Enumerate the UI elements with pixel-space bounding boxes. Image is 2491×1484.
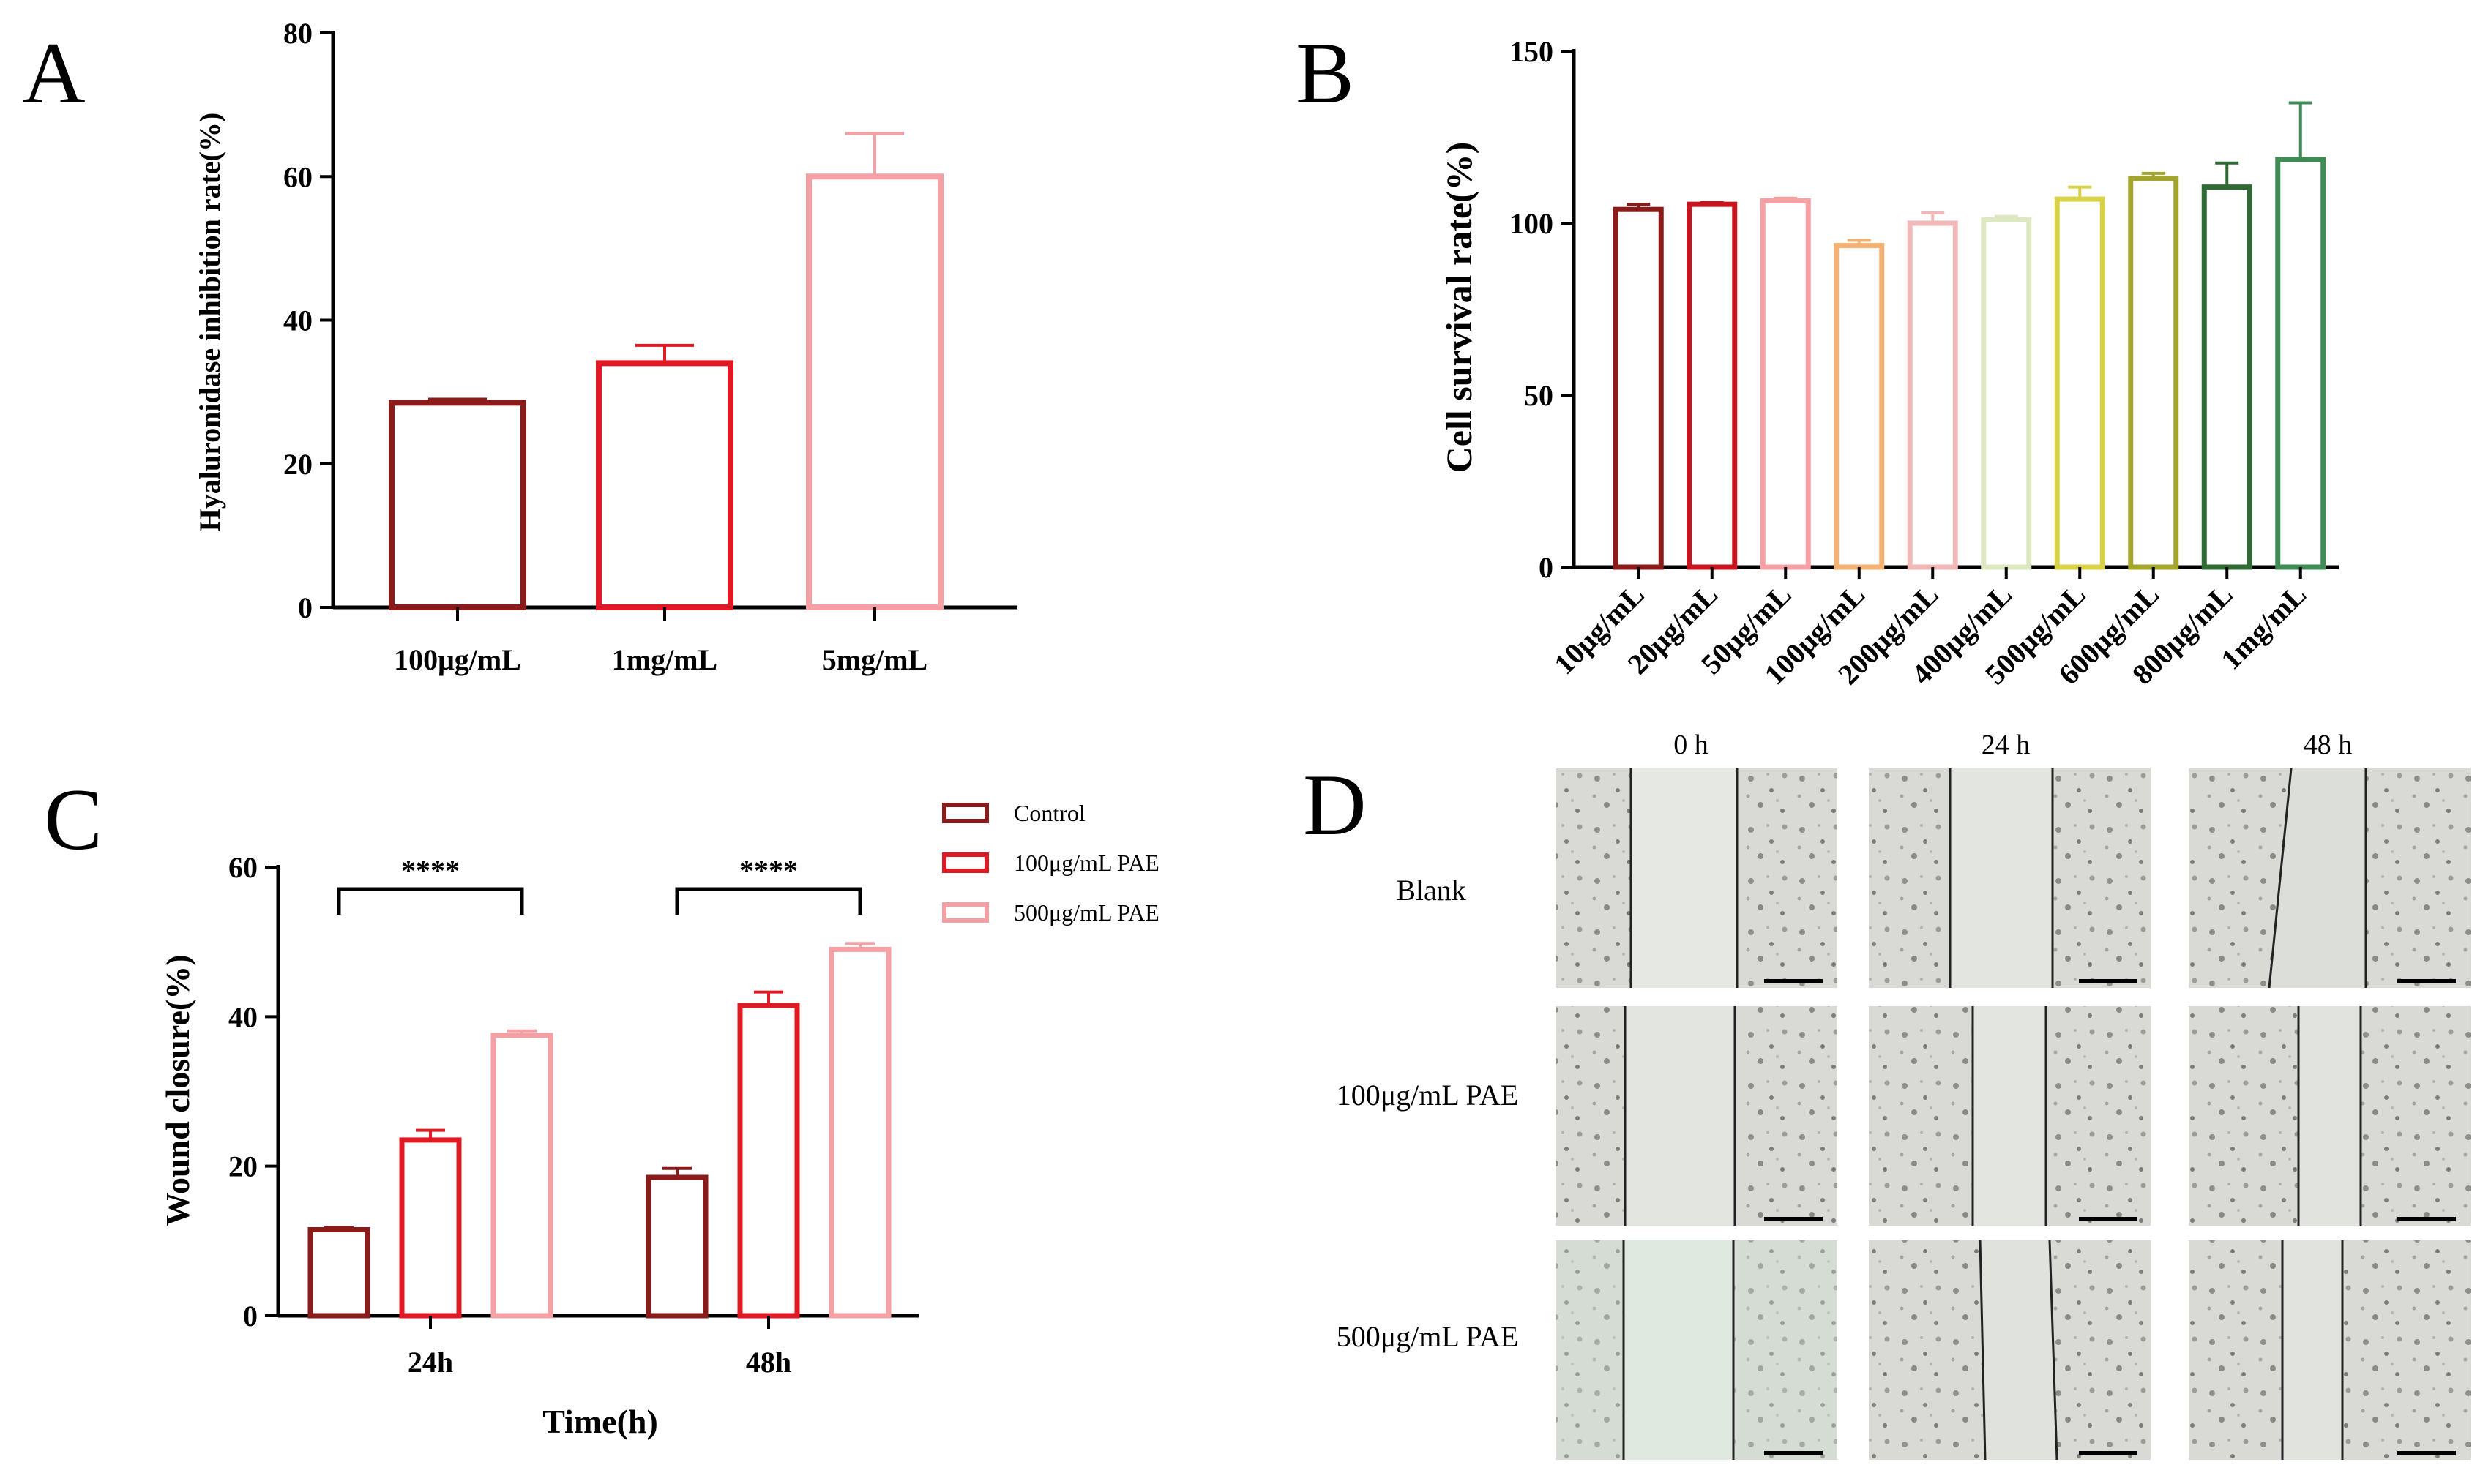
- chart-c-significance-bracket: [337, 887, 524, 915]
- chart-c-legend-label: 500μg/mL PAE: [1014, 899, 1159, 926]
- chart-a-bar: [389, 400, 526, 610]
- chart-b-bar: [1687, 201, 1738, 570]
- panel-letter-a: A: [22, 24, 86, 121]
- row-label-500: 500μg/mL PAE: [1337, 1320, 1519, 1353]
- chart-a-y-tick-label: 20: [283, 448, 313, 481]
- chart-b-y-tick-label: 50: [1524, 379, 1553, 412]
- chart-a-x-tick-label: 5mg/mL: [822, 643, 927, 676]
- chart-c-y-tick-label: 0: [243, 1300, 258, 1333]
- chart-b-bar: [2201, 184, 2252, 570]
- scale-bar: [2079, 979, 2137, 983]
- column-label-24h: 24 h: [1982, 730, 2031, 760]
- micrograph-100-0h: [1556, 1006, 1837, 1226]
- chart-c-bar: [307, 1227, 370, 1319]
- chart-c: 0 20 40 60 24h **** 48h **** Time(h) Wound closur…: [159, 800, 1159, 1440]
- micrograph-blank-24h: [1869, 768, 2151, 988]
- chart-b-y-tick-label: 0: [1539, 551, 1553, 584]
- chart-c-y-tick-label: 60: [228, 851, 258, 884]
- scale-bar: [2397, 979, 2456, 983]
- chart-b-bar: [1760, 198, 1811, 570]
- scale-bar: [1764, 1451, 1823, 1455]
- panel-d-wound-images: 0 h 24 h 48 h Blank 100μg/mL PAE 500μg/m…: [1337, 730, 2471, 1461]
- micrograph-500-0h: [1556, 1240, 1837, 1460]
- scale-bar: [2079, 1451, 2137, 1455]
- scale-bar: [2079, 1217, 2137, 1221]
- chart-c-legend-swatch: [942, 803, 989, 823]
- chart-c-legend-swatch: [942, 852, 989, 873]
- column-label-48h: 48 h: [2304, 730, 2353, 760]
- chart-c-y-axis-title: Wound closure(%): [159, 954, 196, 1226]
- chart-c-x-tick-label: 24h: [408, 1346, 453, 1379]
- chart-b-bar: [1834, 243, 1885, 570]
- chart-b-y-tick-label: 150: [1509, 35, 1553, 68]
- chart-c-significance-label: ****: [401, 854, 460, 887]
- chart-a-y-tick-label: 0: [298, 591, 313, 624]
- chart-c-x-tick-label: 48h: [746, 1346, 791, 1379]
- chart-a-x-tick-label: 1mg/mL: [612, 643, 717, 676]
- column-label-0h: 0 h: [1673, 730, 1708, 760]
- chart-c-significance-bracket: [675, 887, 862, 915]
- panel-letter-b: B: [1296, 24, 1354, 121]
- micrograph-500-48h: [2189, 1240, 2471, 1460]
- chart-b-bar: [2054, 196, 2105, 570]
- micrograph-100-24h: [1869, 1006, 2151, 1226]
- chart-b-y-tick-label: 100: [1509, 207, 1553, 240]
- chart-c-bar: [490, 1033, 553, 1319]
- chart-a-y-tick-label: 40: [283, 304, 313, 337]
- chart-c-x-axis-title: Time(h): [542, 1403, 658, 1440]
- scale-bar: [2397, 1451, 2456, 1455]
- chart-c-bar: [829, 946, 892, 1319]
- chart-a: 0 20 40 60 80 100μg/mL 1mg/mL 5mg/mL Hyaluronida…: [193, 17, 1017, 676]
- chart-b: 05010015010μg/mL20μg/mL50μg/mL100μg/mL20…: [1438, 35, 2339, 691]
- chart-c-legend-label: 100μg/mL PAE: [1014, 850, 1159, 876]
- chart-c-legend-label: Control: [1014, 800, 1086, 826]
- chart-b-bar: [1981, 217, 2032, 570]
- chart-c-bar: [399, 1137, 462, 1319]
- chart-b-bar: [2275, 157, 2326, 570]
- panel-letter-c: C: [44, 771, 102, 868]
- row-label-blank: Blank: [1396, 874, 1466, 907]
- micrograph-500-24h: [1869, 1240, 2151, 1461]
- scale-bar: [1764, 1217, 1823, 1221]
- chart-b-bar: [1613, 206, 1664, 570]
- chart-b-bar: [1907, 220, 1958, 570]
- scale-bar: [1764, 979, 1823, 983]
- micrograph-blank-0h: [1556, 768, 1837, 988]
- chart-a-bar: [806, 173, 944, 610]
- micrograph-100-48h: [2189, 1006, 2471, 1226]
- chart-c-bar: [737, 1003, 800, 1319]
- chart-a-bar: [596, 360, 733, 610]
- panel-letter-d: D: [1303, 756, 1367, 853]
- scale-bar: [2397, 1217, 2456, 1221]
- chart-c-bar: [646, 1174, 709, 1319]
- chart-b-bar: [2128, 176, 2179, 570]
- chart-b-y-axis-title: Cell survival rate(%): [1438, 142, 1479, 473]
- chart-a-x-tick-label: 100μg/mL: [394, 643, 521, 676]
- row-label-100: 100μg/mL PAE: [1337, 1079, 1519, 1112]
- chart-c-y-tick-label: 20: [228, 1150, 258, 1183]
- chart-c-y-tick-label: 40: [228, 1000, 258, 1033]
- chart-c-legend-swatch: [942, 902, 989, 923]
- chart-a-y-tick-label: 60: [283, 160, 313, 193]
- chart-a-y-axis-title: Hyaluronidase inhibition rate(%): [193, 113, 226, 532]
- micrograph-blank-48h: [2189, 768, 2471, 989]
- chart-c-significance-label: ****: [739, 854, 798, 887]
- chart-a-y-tick-label: 80: [283, 17, 313, 50]
